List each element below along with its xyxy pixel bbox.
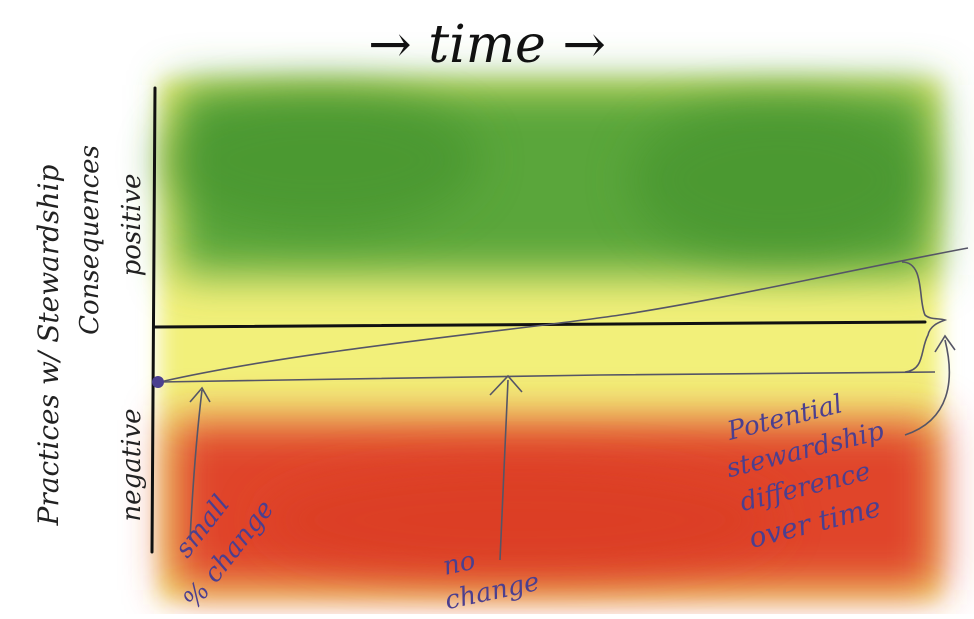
small-change-arrow (189, 386, 211, 541)
difference-brace (901, 261, 948, 373)
no-change-arrow (489, 374, 523, 561)
negative-zone-dark-patch (260, 465, 780, 575)
negative-label: negative (117, 408, 147, 521)
positive-zone-dark-patch (160, 90, 480, 230)
small-change-trend-line (159, 247, 969, 383)
watercolor-background (160, 80, 940, 600)
positive-zone-dark-patch (630, 100, 930, 260)
y-axis-inner-label: Consequences (75, 145, 105, 335)
starting-point-dot (152, 376, 164, 388)
y-axis-outer-label: Practices w/ Stewardship (32, 164, 65, 526)
positive-label: positive (117, 174, 147, 277)
vertical-axis (150, 86, 157, 554)
time-axis-title: → time → (368, 15, 606, 75)
baseline-axis (153, 320, 927, 329)
no-change-text-line1: no (440, 546, 478, 582)
potential-difference-arrow (904, 334, 956, 436)
no-change-trend-line (159, 371, 936, 383)
